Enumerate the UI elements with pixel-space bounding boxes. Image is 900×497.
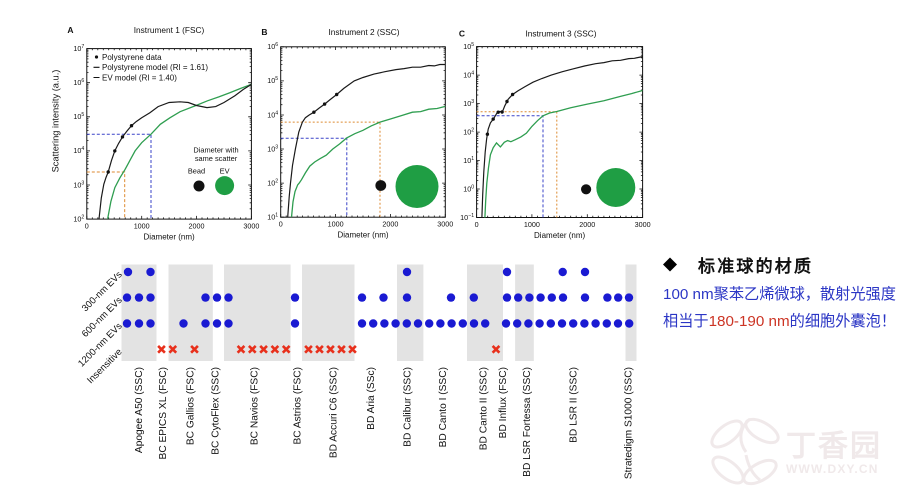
- svg-text:102: 102: [463, 127, 474, 136]
- svg-text:BC Astrios (FSC): BC Astrios (FSC): [293, 367, 304, 445]
- svg-text:相当于180-190 nm的细胞外囊泡！: 相当于180-190 nm的细胞外囊泡！: [663, 313, 896, 330]
- svg-text:Diameter (nm): Diameter (nm): [337, 231, 388, 240]
- svg-text:104: 104: [463, 70, 474, 79]
- svg-text:EV model (RI = 1.40): EV model (RI = 1.40): [102, 73, 177, 82]
- svg-text:103: 103: [73, 180, 84, 189]
- svg-text:3000: 3000: [437, 220, 453, 229]
- svg-text:B: B: [261, 27, 267, 37]
- svg-text:Instrument 2 (SSC): Instrument 2 (SSC): [328, 27, 399, 37]
- svg-text:EV: EV: [220, 167, 230, 176]
- svg-text:BD Canto I (SSC): BD Canto I (SSC): [438, 367, 449, 447]
- svg-text:0: 0: [85, 222, 89, 231]
- svg-text:2000: 2000: [189, 222, 205, 231]
- svg-text:3000: 3000: [243, 222, 259, 231]
- svg-text:Bead: Bead: [188, 167, 205, 176]
- svg-text:标准球的材质: 标准球的材质: [698, 256, 813, 276]
- svg-text:Polystyrene model (RI = 1.61): Polystyrene model (RI = 1.61): [102, 63, 208, 72]
- svg-text:BD Influx (FSC): BD Influx (FSC): [498, 367, 509, 438]
- svg-text:BD LSR II (SSC): BD LSR II (SSC): [569, 367, 580, 443]
- svg-text:105: 105: [267, 76, 278, 85]
- svg-text:Scattering intensity (a.u.): Scattering intensity (a.u.): [51, 70, 61, 173]
- svg-text:Polystyrene data: Polystyrene data: [102, 53, 162, 62]
- svg-text:106: 106: [73, 78, 84, 87]
- svg-text:102: 102: [73, 214, 84, 223]
- svg-text:101: 101: [463, 156, 474, 165]
- svg-text:BC EPICS XL (FSC): BC EPICS XL (FSC): [158, 367, 169, 459]
- svg-text:Diameter (nm): Diameter (nm): [534, 231, 585, 240]
- svg-text:1000: 1000: [328, 220, 344, 229]
- svg-text:103: 103: [463, 99, 474, 108]
- svg-text:100 nm聚苯乙烯微球，散射光强度: 100 nm聚苯乙烯微球，散射光强度: [663, 286, 896, 303]
- svg-text:BD LSR Fortessa (SSC): BD LSR Fortessa (SSC): [522, 367, 533, 477]
- svg-text:BD Canto II (SSC): BD Canto II (SSC): [479, 367, 490, 450]
- svg-text:105: 105: [73, 112, 84, 121]
- svg-text:107: 107: [73, 44, 84, 53]
- svg-text:BD Accuri C6 (SSC): BD Accuri C6 (SSC): [329, 367, 340, 458]
- svg-text:Instrument 3 (SSC): Instrument 3 (SSC): [525, 29, 596, 39]
- svg-text:BD Aria (SSc): BD Aria (SSc): [366, 367, 377, 430]
- svg-text:101: 101: [267, 213, 278, 222]
- svg-text:104: 104: [267, 110, 278, 119]
- svg-text:Diameter with: Diameter with: [193, 146, 238, 155]
- svg-text:Instrument 1 (FSC): Instrument 1 (FSC): [134, 25, 205, 35]
- svg-text:106: 106: [267, 42, 278, 51]
- svg-text:BC Navios (FSC): BC Navios (FSC): [250, 367, 261, 445]
- svg-text:Diameter (nm): Diameter (nm): [144, 233, 195, 242]
- svg-text:Apogee A50 (SSC): Apogee A50 (SSC): [134, 367, 145, 453]
- svg-text:丁香园: 丁香园: [786, 430, 882, 463]
- svg-text:103: 103: [267, 144, 278, 153]
- svg-text:BD Calibur (SSC): BD Calibur (SSC): [403, 367, 414, 447]
- svg-text:0: 0: [279, 220, 283, 229]
- svg-text:BC Gallios (FSC): BC Gallios (FSC): [186, 367, 197, 445]
- svg-text:105: 105: [463, 42, 474, 51]
- svg-text:0: 0: [475, 220, 479, 229]
- svg-text:BC CytoFlex (SSC): BC CytoFlex (SSC): [211, 367, 222, 455]
- svg-text:2000: 2000: [382, 220, 398, 229]
- svg-text:1000: 1000: [524, 220, 540, 229]
- svg-text:same scatter: same scatter: [195, 154, 238, 163]
- svg-text:104: 104: [73, 146, 84, 155]
- svg-text:1000: 1000: [134, 222, 150, 231]
- svg-text:C: C: [459, 29, 465, 39]
- svg-text:10−1: 10−1: [460, 213, 474, 222]
- svg-text:2000: 2000: [579, 220, 595, 229]
- svg-text:102: 102: [267, 178, 278, 187]
- svg-text:Stratedigm S1000 (SSC): Stratedigm S1000 (SSC): [624, 367, 635, 479]
- svg-text:100: 100: [463, 184, 474, 193]
- svg-text:3000: 3000: [635, 220, 651, 229]
- svg-text:A: A: [67, 25, 73, 35]
- svg-text:WWW.DXY.CN: WWW.DXY.CN: [786, 462, 879, 476]
